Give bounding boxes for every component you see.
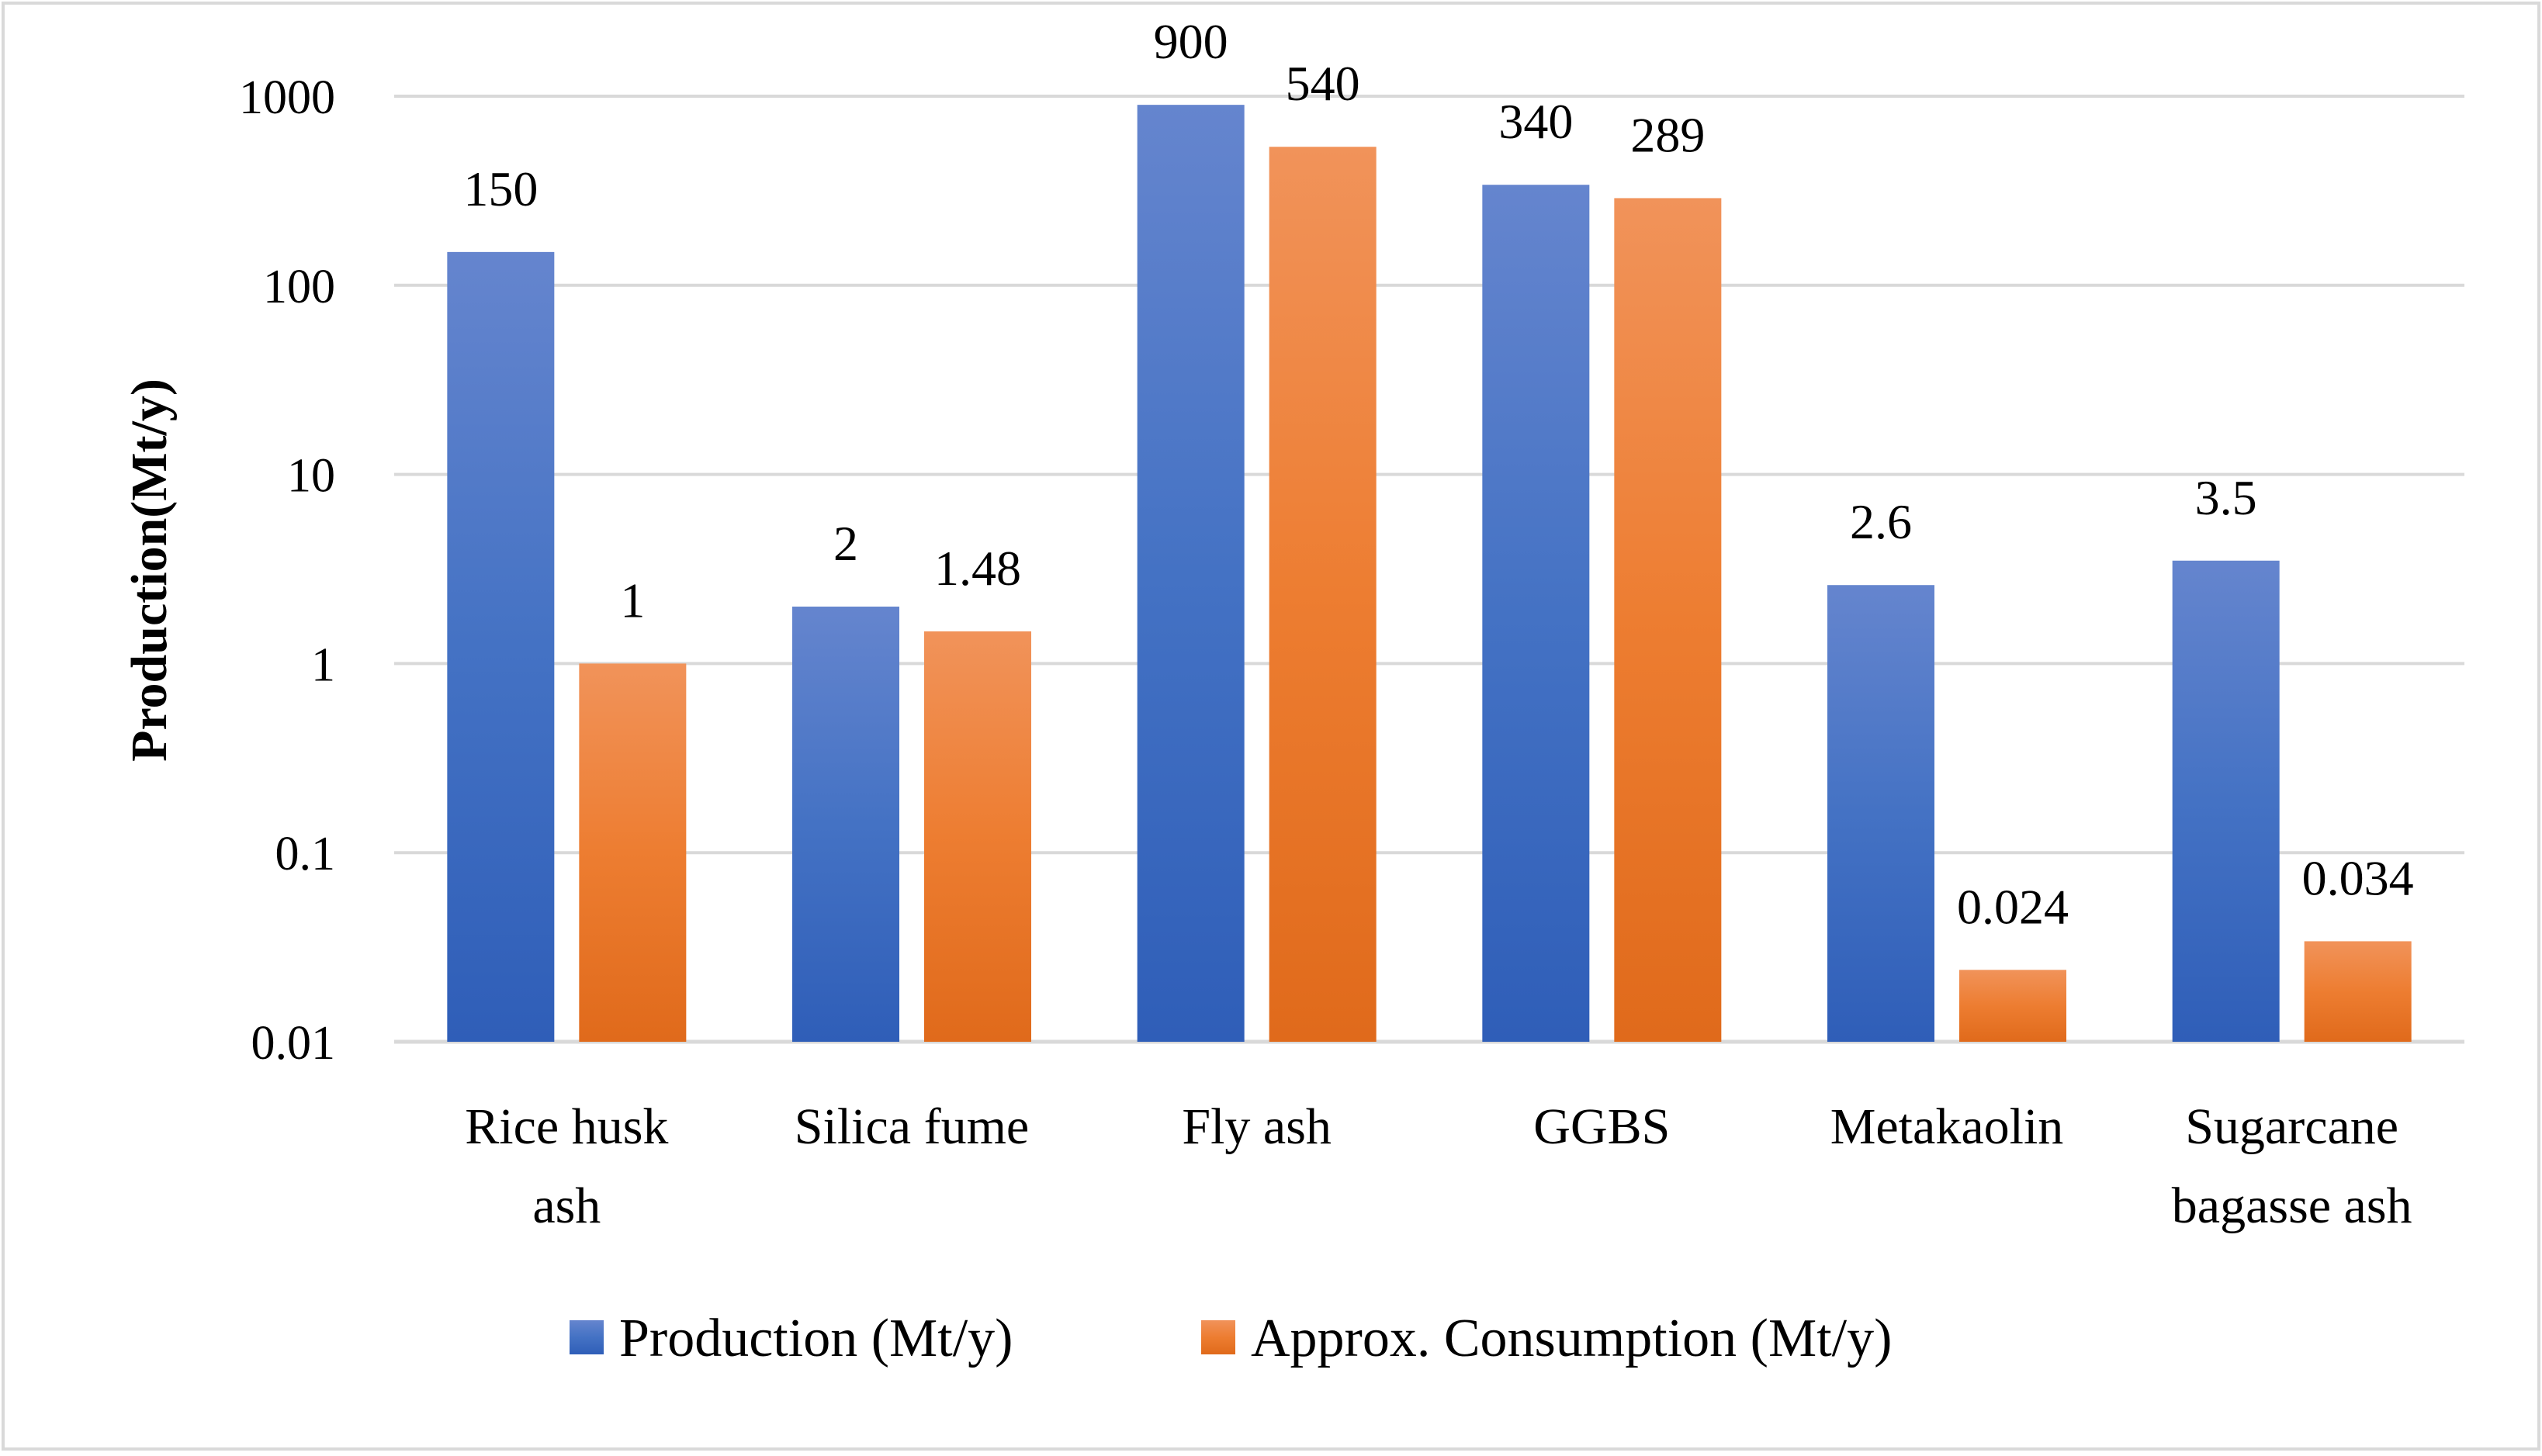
data-label: 1.48: [934, 541, 1021, 596]
gridlines: [394, 95, 2464, 1044]
bar-production: [447, 251, 555, 1042]
bars: [447, 105, 2412, 1043]
legend-swatch: [570, 1320, 604, 1354]
data-label: 0.034: [2302, 850, 2414, 905]
data-labels: 150 2 900 340 2.6 3.5 1 1.48 540 289 0.024 0.034: [463, 14, 2413, 934]
data-label: 0.024: [1957, 879, 2069, 934]
bar-production: [1137, 105, 1245, 1043]
x-category-label: Rice husk: [465, 1098, 668, 1155]
bar-production: [2172, 560, 2280, 1042]
legend-label: Approx. Consumption (Mt/y): [1251, 1309, 1892, 1368]
y-tick-label: 0.01: [251, 1017, 336, 1070]
data-label: 900: [1154, 14, 1228, 69]
bar-consumption: [1269, 147, 1377, 1042]
y-axis-ticks: 0.01 0.1 1 10 100 1000: [239, 71, 335, 1070]
bar-production: [792, 607, 899, 1042]
y-tick-label: 1000: [239, 71, 335, 124]
data-label: 289: [1630, 107, 1705, 162]
legend: Production (Mt/y) Approx. Consumption (Mt…: [570, 1309, 1892, 1368]
y-axis-title: Production(Mt/y): [121, 379, 178, 762]
y-tick-label: 100: [263, 261, 335, 313]
bar-consumption: [2304, 941, 2412, 1042]
x-category-label: Sugarcane: [2185, 1098, 2398, 1155]
data-label: 1: [620, 572, 645, 628]
x-category-label: Silica fume: [795, 1098, 1029, 1155]
bar-consumption: [924, 631, 1031, 1042]
bar-consumption: [579, 663, 687, 1042]
data-label: 340: [1498, 94, 1573, 149]
bar-production: [1482, 185, 1590, 1042]
data-label: 540: [1286, 56, 1360, 111]
y-tick-label: 0.1: [275, 828, 336, 880]
x-category-label: GGBS: [1533, 1098, 1670, 1155]
bar-consumption: [1614, 198, 1722, 1042]
y-tick-label: 10: [287, 450, 335, 503]
bar-consumption: [1959, 970, 2066, 1042]
data-label: 150: [463, 161, 538, 216]
data-label: 2.6: [1850, 494, 1912, 549]
data-label: 2: [833, 516, 858, 571]
x-axis-categories: Rice husk ash Silica fume Fly ash GGBS Metaka…: [465, 1098, 2412, 1234]
x-category-label: Fly ash: [1182, 1098, 1332, 1155]
x-category-label: ash: [532, 1178, 601, 1234]
bar-production: [1827, 585, 1934, 1042]
legend-swatch: [1201, 1320, 1235, 1354]
data-label: 3.5: [2195, 470, 2257, 525]
x-category-label: Metakaolin: [1830, 1098, 2064, 1155]
legend-label: Production (Mt/y): [619, 1309, 1013, 1368]
x-category-label: bagasse ash: [2172, 1178, 2412, 1234]
y-tick-label: 1: [311, 638, 335, 691]
